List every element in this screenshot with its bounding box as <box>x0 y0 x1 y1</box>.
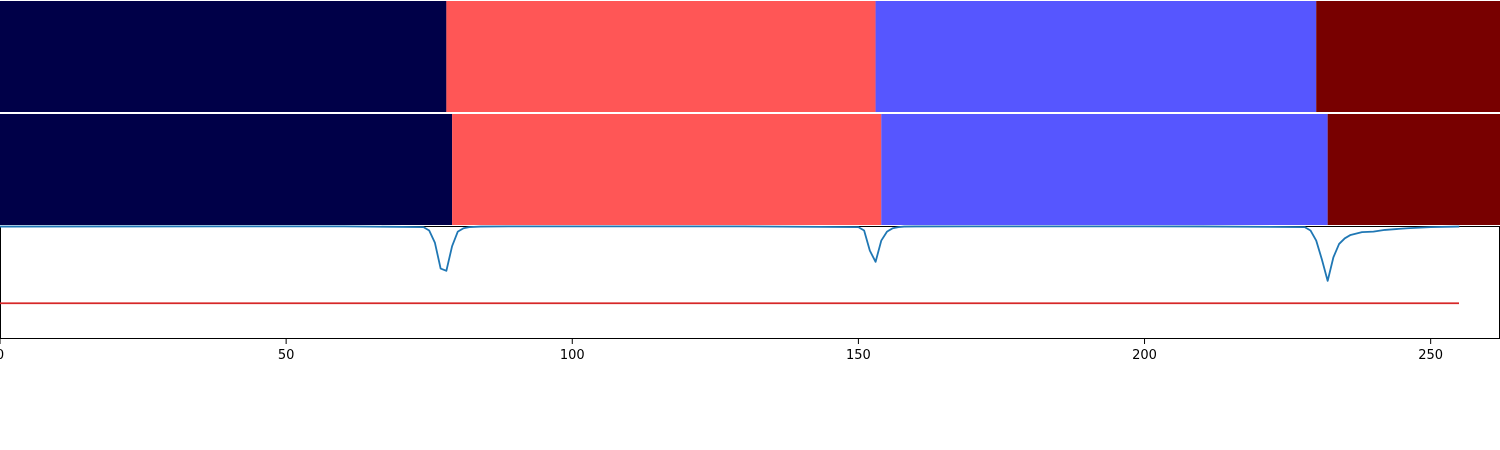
x-axis: 0 50 100 150 200 250 <box>0 339 1443 363</box>
segmentation-bar-middle <box>0 114 1500 225</box>
segment-class_2 <box>881 114 1328 225</box>
x-tick-label: 0 <box>0 348 4 363</box>
x-tick-label: 150 <box>846 348 871 363</box>
x-tick-label: 250 <box>1418 348 1443 363</box>
segment-class_3 <box>1327 114 1500 225</box>
segment-class_1 <box>452 114 882 225</box>
segment-class_0 <box>0 114 453 225</box>
confidence-line-panel <box>0 225 1500 339</box>
line-panel-frame <box>0 226 1500 339</box>
confidence-curve <box>0 225 1460 282</box>
segmentation-bar-top <box>0 1 1500 112</box>
segment-class_0 <box>0 1 447 112</box>
x-tick-label: 50 <box>278 348 295 363</box>
segment-class_3 <box>1316 1 1500 112</box>
segment-class_1 <box>446 1 876 112</box>
segment-class_2 <box>875 1 1317 112</box>
x-tick-label: 100 <box>560 348 585 363</box>
x-tick-label: 200 <box>1132 348 1157 363</box>
